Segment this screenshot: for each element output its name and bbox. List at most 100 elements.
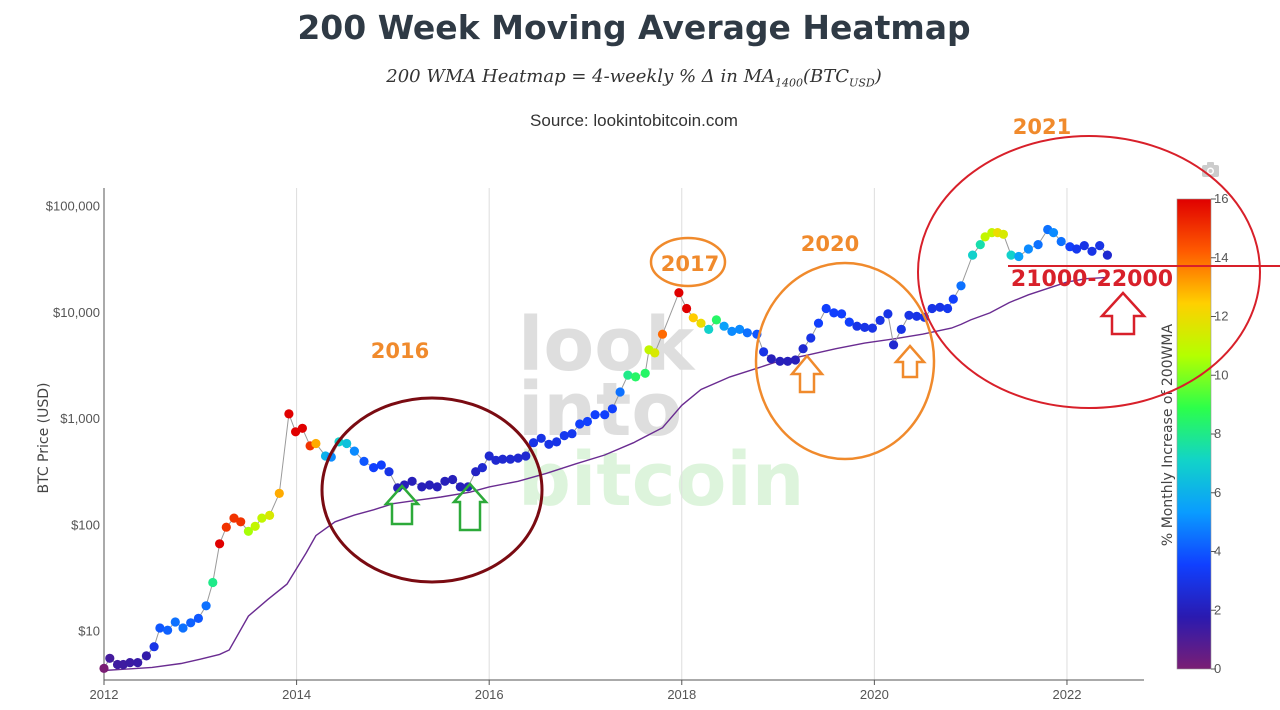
axes (103, 188, 1144, 681)
annotation-label-2021: 2021 (1013, 115, 1071, 139)
data-point (99, 663, 109, 674)
data-point (297, 423, 307, 433)
data-point (759, 347, 769, 357)
data-point (1079, 241, 1089, 251)
data-point (674, 288, 684, 298)
data-point (590, 410, 600, 420)
data-point (193, 613, 203, 624)
data-point (631, 372, 641, 382)
data-point (582, 416, 593, 427)
data-point (948, 294, 958, 304)
x-axis-ticks: 2012 2014 2016 2018 2020 2022 (90, 680, 1081, 702)
data-point (149, 642, 159, 652)
data-point (477, 463, 487, 473)
data-point (575, 419, 585, 429)
data-point (650, 348, 660, 358)
y-tick-label: $10 (78, 624, 100, 639)
data-point (349, 446, 359, 456)
data-point (178, 623, 188, 633)
data-point (384, 467, 394, 477)
data-point (484, 451, 494, 461)
data-point (133, 658, 143, 668)
data-point (1033, 240, 1043, 250)
colorbar-tick-label: 12 (1214, 309, 1228, 324)
data-point (257, 513, 267, 523)
annotation-2016: 2016 (320, 339, 544, 584)
watermark-line3: bitcoin (518, 437, 804, 523)
colorbar-tick-label: 10 (1214, 367, 1228, 382)
data-point (829, 308, 839, 318)
data-point (927, 303, 937, 314)
data-point (1023, 244, 1033, 254)
annotation-label-2016: 2016 (371, 339, 429, 363)
data-point (1072, 244, 1082, 254)
data-point (163, 625, 173, 635)
price-points (99, 224, 1112, 674)
data-point (956, 281, 966, 291)
x-tick-label: 2014 (282, 687, 311, 702)
chart-source: Source: lookintobitcoin.com (530, 111, 738, 130)
data-point (704, 324, 714, 334)
data-point (455, 482, 465, 492)
watermark-line1: look (518, 302, 696, 388)
x-tick-label: 2012 (90, 687, 119, 702)
data-point (883, 309, 893, 319)
data-point (688, 313, 698, 323)
data-point (943, 303, 953, 314)
data-point (552, 437, 562, 447)
annotation-label-support: 21000-22000 (1011, 267, 1173, 292)
colorbar-ticks: 0 2 4 6 8 10 12 14 16 (1211, 191, 1228, 676)
up-arrow-icon (383, 484, 421, 526)
data-point (640, 368, 650, 378)
data-point (359, 456, 369, 466)
data-point (528, 438, 539, 448)
y-tick-label: $1,000 (60, 411, 100, 426)
data-point (682, 303, 692, 314)
data-point (896, 324, 906, 334)
annotation-2020: 2020 (754, 232, 936, 461)
data-point (1048, 228, 1059, 238)
data-point (559, 431, 569, 441)
data-point (657, 329, 668, 339)
data-point (852, 321, 862, 331)
data-point (498, 454, 508, 464)
data-point (798, 344, 808, 354)
data-point (215, 539, 225, 549)
data-point (417, 482, 427, 492)
camera-icon[interactable] (1202, 162, 1219, 177)
up-arrow-icon (893, 344, 927, 379)
data-point (719, 321, 729, 331)
data-point (432, 482, 442, 492)
data-point (968, 250, 978, 260)
data-point (291, 427, 301, 437)
data-point (1095, 241, 1105, 251)
annotation-label-2020: 2020 (801, 232, 859, 256)
data-point (229, 513, 239, 523)
annotation-label-2017: 2017 (661, 252, 719, 276)
x-tick-label: 2016 (475, 687, 504, 702)
data-point (236, 517, 246, 527)
data-point (935, 302, 945, 312)
data-point (471, 467, 481, 477)
up-arrow-icon (451, 482, 489, 532)
y-tick-label: $100 (71, 517, 100, 532)
data-point (125, 658, 135, 668)
chart-subtitle-formula: 200 WMA Heatmap = 4-weekly % Δ in MA1400… (386, 66, 882, 90)
data-point (1102, 250, 1112, 260)
data-point (424, 480, 435, 490)
y-tick-label: $10,000 (53, 305, 100, 320)
y-tick-label: $100,000 (46, 199, 100, 214)
data-point (600, 410, 610, 420)
data-point (105, 653, 115, 663)
chart-title: 200 Week Moving Average Heatmap (297, 8, 971, 47)
data-point (607, 404, 618, 414)
data-point (1056, 236, 1066, 247)
data-point (1087, 246, 1097, 256)
data-point (813, 318, 824, 328)
annotation-2017: 2017 (649, 236, 727, 288)
data-point (790, 355, 801, 365)
data-point (284, 409, 294, 419)
data-point (274, 488, 284, 498)
data-point (265, 510, 275, 520)
